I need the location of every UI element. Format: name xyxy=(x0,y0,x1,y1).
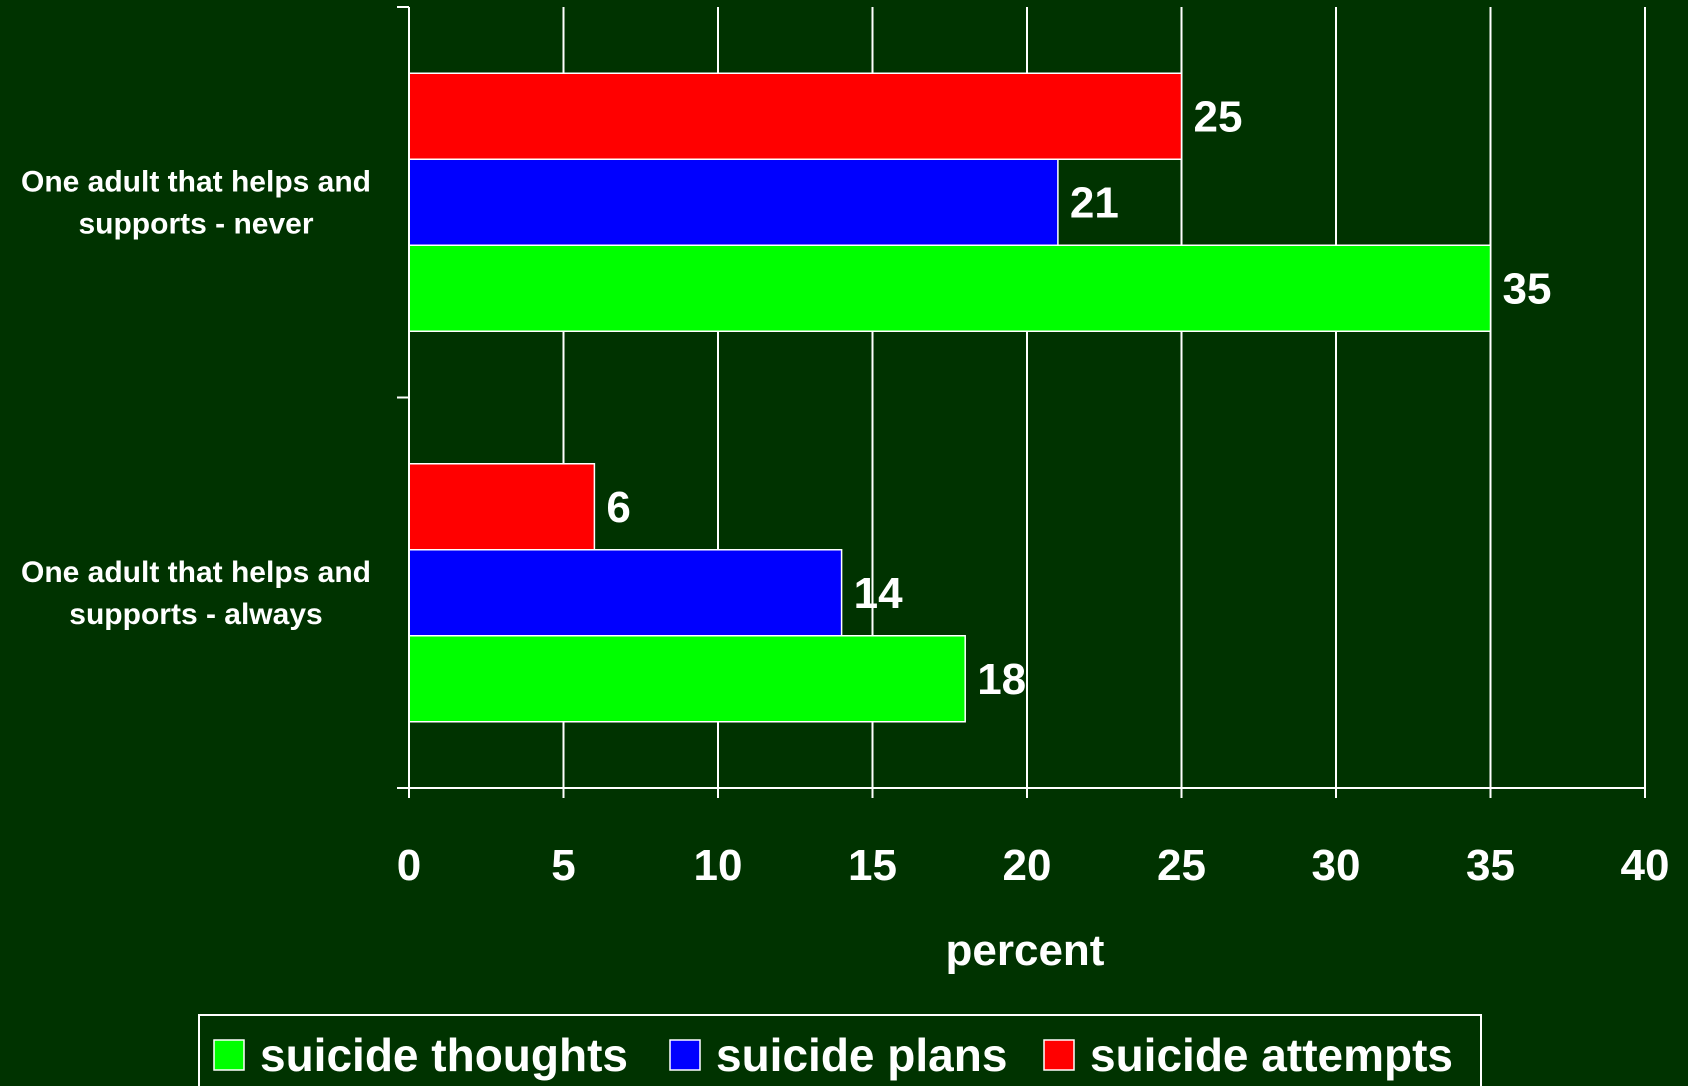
x-tick-label-40: 40 xyxy=(1621,841,1670,890)
labels: 0 5 10 15 20 25 30 35 40 25 21 35 One adult that hel… xyxy=(21,92,1669,890)
legend: suicide thoughts suicide plans suicide att… xyxy=(198,1014,1482,1086)
category-label-0: One adult that helps and supports - never xyxy=(21,165,371,240)
x-tick-label-5: 5 xyxy=(551,841,575,890)
x-axis-title: percent xyxy=(946,926,1105,975)
legend-label-suicide-plans: suicide plans xyxy=(716,1029,1007,1081)
data-label-suicide-attempts-1: 6 xyxy=(606,483,630,532)
data-label-suicide-plans-1: 14 xyxy=(854,569,903,618)
legend-swatch-suicide-thoughts xyxy=(213,1039,245,1071)
bar-suicide-thoughts-0 xyxy=(408,244,1492,332)
category-label-1: One adult that helps and supports - alway… xyxy=(21,556,371,631)
x-tick-label-10: 10 xyxy=(694,841,743,890)
legend-swatch-suicide-plans xyxy=(669,1039,701,1071)
x-tick-label-35: 35 xyxy=(1466,841,1515,890)
bar-suicide-attempts-0 xyxy=(408,72,1183,160)
bar-suicide-plans-0 xyxy=(408,158,1059,246)
data-label-suicide-attempts-0: 25 xyxy=(1194,92,1243,141)
data-label-suicide-thoughts-0: 35 xyxy=(1503,264,1552,313)
x-tick-label-30: 30 xyxy=(1312,841,1361,890)
legend-box xyxy=(198,1014,1482,1086)
x-tick-label-20: 20 xyxy=(1003,841,1052,890)
legend-swatch-suicide-attempts xyxy=(1043,1039,1075,1071)
data-label-suicide-thoughts-1: 18 xyxy=(977,655,1026,704)
legend-label-suicide-thoughts: suicide thoughts xyxy=(260,1029,628,1081)
bar-suicide-attempts-1 xyxy=(408,463,596,551)
data-label-suicide-plans-0: 21 xyxy=(1070,178,1119,227)
x-tick-label-15: 15 xyxy=(848,841,897,890)
x-tick-label-0: 0 xyxy=(397,841,421,890)
bars xyxy=(408,72,1492,723)
bar-suicide-thoughts-1 xyxy=(408,635,966,723)
axes xyxy=(397,6,1646,798)
legend-label-suicide-attempts: suicide attempts xyxy=(1090,1029,1453,1081)
x-tick-label-25: 25 xyxy=(1157,841,1206,890)
bar-suicide-plans-1 xyxy=(408,549,843,637)
